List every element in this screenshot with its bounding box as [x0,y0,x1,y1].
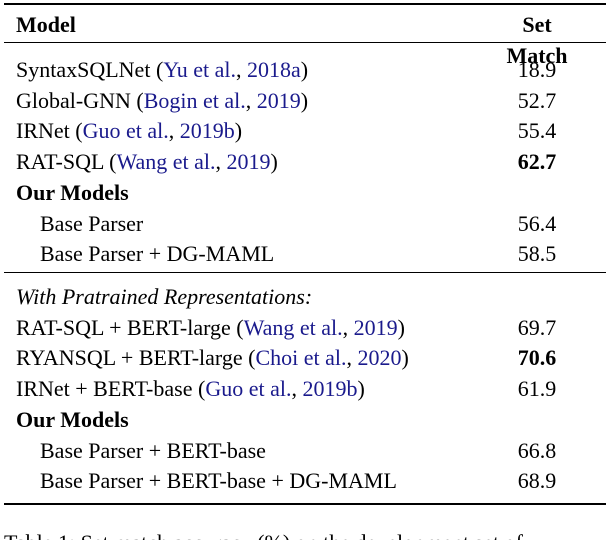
mid-rule [4,42,606,43]
citation-link[interactable]: 2019 [353,314,398,340]
citation-link[interactable]: 2019b [302,376,358,402]
model-text: ) [401,345,409,371]
model-text: , [215,149,227,175]
model-text: IRNet + BERT-base ( [16,376,206,402]
model-text: IRNet ( [16,118,83,144]
citation-link[interactable]: Choi et al. [255,345,347,371]
score-cell: 70.6 [517,345,557,371]
model-cell: IRNet + BERT-base (Guo et al., 2019b) [16,373,365,404]
score-cell: 61.9 [517,376,557,402]
score-cell: 69.7 [517,314,557,340]
score-cell: 68.9 [517,468,557,494]
citation-link[interactable]: Guo et al. [82,118,169,144]
score-cell: 52.7 [517,87,557,113]
citation-link[interactable]: 2019 [226,149,271,175]
model-text: ) [397,314,405,340]
citation-link[interactable]: Guo et al. [205,376,292,402]
table-row: RAT-SQL + BERT-large (Wang et al., 2019)… [0,312,610,343]
bottom-rule [4,503,606,505]
model-text: SyntaxSQLNet ( [16,57,164,82]
table-row: Base Parser 56.4 [0,208,610,239]
table-row: Our Models [0,404,610,435]
model-text: ) [270,149,278,175]
model-text: ) [300,87,309,113]
citation-link[interactable]: 2019b [179,118,235,144]
header-row: Model Set Match [0,9,610,68]
citation-link[interactable]: Wang et al. [243,314,343,340]
model-text: RYANSQL + BERT-large ( [16,345,256,371]
model-text: RAT-SQL ( [16,149,117,175]
model-text: , [168,118,180,144]
header-cell: Set Match [506,12,568,68]
model-cell: Global-GNN (Bogin et al., 2019) [16,85,308,116]
citation-link[interactable]: 2018a [246,57,301,82]
model-text: Base Parser + BERT-base [40,437,266,463]
table-row: Base Parser + BERT-base + DG-MAML 68.9 [0,465,610,496]
model-cell: Base Parser + DG-MAML [40,238,274,269]
table-row: Base Parser + DG-MAML 58.5 [0,238,610,269]
score-cell: 66.8 [517,437,557,463]
model-text: , [235,57,247,82]
model-cell: Base Parser + BERT-base [40,435,266,466]
score-cell: 56.4 [517,210,557,236]
model-text: Base Parser + DG-MAML [40,241,275,267]
table-row: RAT-SQL (Wang et al., 2019) 62.7 [0,146,610,177]
model-cell: Base Parser + BERT-base + DG-MAML [40,465,397,496]
table-row: Our Models [0,177,610,208]
group-rule [4,272,606,273]
model-text: Global-GNN ( [16,87,144,113]
score-cell: 58.5 [517,241,557,267]
table-row: IRNet + BERT-base (Guo et al., 2019b) 61.… [0,373,610,404]
model-cell: RYANSQL + BERT-large (Choi et al., 2020) [16,342,409,373]
citation-link[interactable]: Wang et al. [116,149,216,175]
table-row: Global-GNN (Bogin et al., 2019) 52.7 [0,85,610,116]
table-row: IRNet (Guo et al., 2019b) 55.4 [0,115,610,146]
section-note: With Pratrained Representations: [16,284,313,309]
score-cell: 62.7 [517,149,557,175]
score-cell: 55.4 [517,118,557,144]
table-row: RYANSQL + BERT-large (Choi et al., 2020)… [0,342,610,373]
model-text: Base Parser + BERT-base + DG-MAML [40,468,397,494]
citation-link[interactable]: 2019 [256,87,301,113]
model-text: , [245,87,257,113]
model-cell: SyntaxSQLNet (Yu et al., 2018a) [16,54,308,85]
model-text: ) [357,376,365,402]
header-cell: Model [16,12,76,37]
table-row: Base Parser + BERT-base 66.8 [0,435,610,466]
section-label: Our Models [16,179,129,205]
model-cell: Base Parser [40,208,143,239]
top-rule [4,3,606,5]
model-text: Base Parser [40,210,144,236]
model-cell: IRNet (Guo et al., 2019b) [16,115,242,146]
model-text: , [342,314,354,340]
model-cell: RAT-SQL + BERT-large (Wang et al., 2019) [16,312,405,343]
citation-link[interactable]: Yu et al. [163,57,236,82]
model-text: ) [234,118,243,144]
section-label: Our Models [16,406,129,432]
citation-link[interactable]: 2020 [357,345,402,371]
table-row: With Pratrained Representations: [0,281,610,312]
table-row: SyntaxSQLNet (Yu et al., 2018a) 18.9 [0,54,610,85]
model-text: ) [300,57,309,82]
caption: Table 1: Set match accuracy (%) on the d… [4,530,523,540]
model-text: , [346,345,358,371]
score-cell: 18.9 [517,57,557,82]
citation-link[interactable]: Bogin et al. [143,87,246,113]
model-text: , [291,376,303,402]
model-text: RAT-SQL + BERT-large ( [16,314,244,340]
model-cell: RAT-SQL (Wang et al., 2019) [16,146,278,177]
